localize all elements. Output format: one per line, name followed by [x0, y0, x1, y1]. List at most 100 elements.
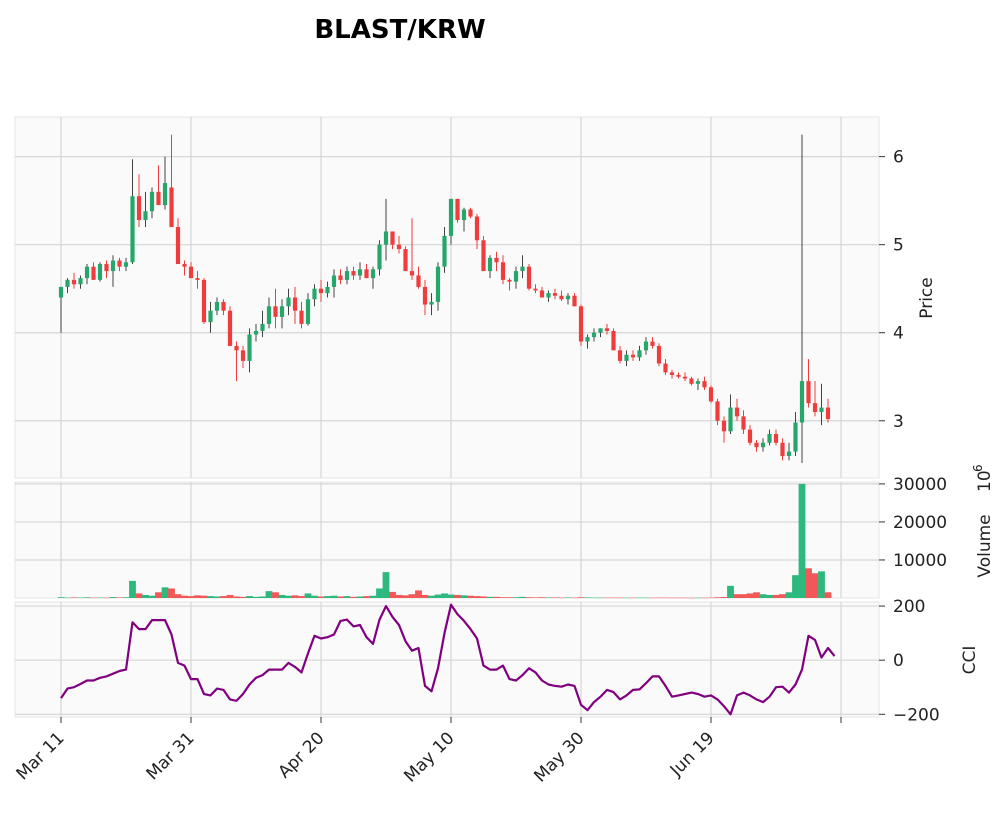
volume-bar — [603, 597, 611, 599]
volume-bar — [493, 596, 500, 598]
candle-body — [474, 216, 480, 241]
candle-body — [214, 301, 220, 311]
candle-body — [741, 416, 746, 430]
volume-bar — [272, 592, 279, 598]
candle-body — [182, 264, 187, 267]
volume-bar — [772, 594, 780, 598]
volume-bar — [103, 597, 110, 599]
candle-body — [71, 279, 77, 285]
candle-body — [767, 433, 772, 443]
volume-bar — [304, 593, 312, 598]
candle-body — [97, 264, 103, 280]
candle-body — [500, 262, 506, 280]
candle-body — [682, 376, 688, 379]
candle-body — [260, 323, 265, 331]
candle-body — [708, 387, 714, 402]
volume-bar — [590, 597, 598, 599]
volume-multiplier-exponent: 6 — [971, 464, 985, 472]
candle-body — [403, 249, 408, 272]
volume-bar — [226, 594, 234, 598]
data-marks — [57, 134, 836, 716]
volume-bar — [207, 596, 214, 598]
volume-bar — [148, 595, 156, 598]
volume-bar — [720, 597, 728, 598]
volume-bar — [213, 596, 221, 598]
candle-body — [591, 332, 597, 338]
candle-body — [825, 407, 831, 420]
candle-body — [507, 279, 512, 282]
candle-body — [429, 301, 434, 305]
x-tick-label: Apr 20 — [274, 728, 328, 782]
volume-bar — [707, 597, 715, 599]
volume-bar — [129, 580, 136, 598]
price-tick-label: 5 — [893, 236, 904, 256]
volume-axis-label: Volume — [975, 514, 995, 577]
candle-body — [143, 211, 148, 221]
volume-bar — [668, 597, 676, 599]
volume-bar — [714, 597, 721, 598]
candle-body — [565, 295, 571, 300]
candle-body — [747, 429, 753, 443]
volume-bar — [785, 592, 793, 598]
volume-bar — [291, 595, 299, 598]
volume-bar — [473, 596, 481, 598]
volume-bar — [532, 597, 539, 598]
volume-bar — [597, 597, 604, 599]
volume-bar — [740, 594, 747, 598]
volume-bar — [551, 597, 559, 598]
candle-body — [461, 209, 467, 221]
candle-body — [279, 306, 285, 317]
volume-bar — [330, 595, 338, 598]
candle-body — [357, 269, 363, 276]
price-tick-label: 4 — [893, 324, 904, 344]
candle-body — [351, 271, 356, 276]
candle-body — [526, 266, 532, 289]
candle-body — [273, 306, 278, 317]
cci-tick-label: 200 — [893, 597, 925, 617]
candle-body — [715, 401, 720, 421]
candle-body — [676, 374, 681, 377]
volume-bar — [519, 596, 526, 598]
candle-body — [201, 279, 207, 323]
volume-bar — [746, 593, 754, 598]
candle-body — [468, 209, 473, 217]
volume-bar — [642, 597, 650, 599]
candle-body — [799, 381, 805, 423]
volume-bar — [824, 592, 832, 598]
x-tick-label: Mar 31 — [143, 728, 199, 784]
volume-bar — [434, 594, 442, 598]
volume-bar — [636, 597, 643, 599]
volume-bar — [363, 596, 370, 598]
candle-body — [773, 433, 779, 443]
volume-bar — [655, 597, 663, 599]
x-tick-label: May 10 — [400, 728, 458, 786]
volume-bar — [499, 597, 507, 598]
volume-bar — [64, 597, 71, 599]
volume-bar — [727, 585, 734, 598]
cci-axis-label: CCI — [960, 646, 980, 675]
candle-body — [780, 442, 785, 456]
volume-bar — [688, 597, 695, 599]
candle-body — [624, 354, 629, 361]
volume-bar — [382, 572, 390, 598]
candle-body — [221, 301, 226, 311]
candle-body — [162, 183, 168, 206]
volume-bar — [246, 596, 253, 598]
candle-body — [370, 269, 376, 279]
volume-bar — [402, 595, 409, 598]
volume-bar — [460, 595, 468, 598]
candle-body — [448, 198, 454, 236]
candle-body — [630, 354, 636, 358]
candle-body — [253, 330, 259, 335]
volume-bar — [525, 597, 533, 598]
candle-body — [383, 231, 389, 245]
candle-body — [208, 310, 213, 323]
volume-bar — [766, 594, 773, 598]
volume-bar — [168, 588, 175, 598]
volume-bar — [577, 597, 585, 598]
volume-bar — [506, 597, 513, 598]
candle-body — [578, 306, 584, 342]
volume-bar — [337, 596, 344, 598]
price-axis-label: Price — [917, 277, 937, 318]
